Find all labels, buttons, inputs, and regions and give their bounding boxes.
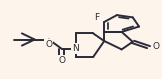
Text: O: O <box>58 56 65 65</box>
Text: O: O <box>153 42 160 51</box>
Text: N: N <box>72 44 79 53</box>
Text: F: F <box>94 13 99 22</box>
Text: O: O <box>45 40 52 49</box>
